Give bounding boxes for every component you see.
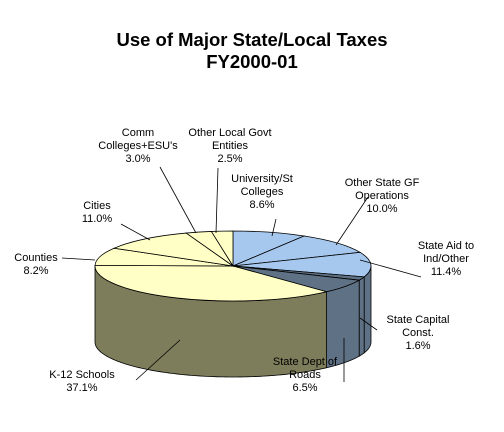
- slice-value: 1.6%: [405, 340, 430, 352]
- slice-label-text: Ind/Other: [423, 253, 469, 265]
- title-line: FY2000-01: [206, 51, 298, 72]
- slice-label-text: Roads: [289, 369, 321, 381]
- leader-line: [359, 259, 422, 278]
- slice-value: 10.0%: [366, 203, 397, 215]
- slice-value: 11.0%: [82, 213, 113, 225]
- leader-line: [271, 218, 277, 237]
- slice-label-text: University/St: [231, 173, 293, 185]
- slice-value: 2.5%: [217, 153, 242, 165]
- leader-line: [61, 257, 96, 261]
- leader-line: [159, 166, 197, 234]
- slice-label-text: Operations: [355, 190, 409, 202]
- leader-line: [215, 167, 219, 234]
- pie-slice: [210, 230, 234, 268]
- slice-label-text: Counties: [14, 252, 58, 264]
- slice-value: 8.2%: [23, 265, 48, 277]
- slice-side: [326, 279, 360, 369]
- pie-slice: [94, 264, 327, 302]
- slice-value: 8.6%: [249, 199, 274, 211]
- leader-line: [120, 223, 151, 241]
- pie-slice: [112, 232, 234, 267]
- leader-line: [335, 196, 369, 246]
- slice-label-text: Colleges: [241, 186, 284, 198]
- slice-label-text: State Capital: [387, 314, 450, 326]
- slice-label-text: Other State GF: [345, 177, 420, 189]
- slice-label-text: Comm: [122, 127, 154, 139]
- slice-side: [358, 276, 365, 357]
- slice-label-text: Const.: [402, 327, 434, 339]
- slice-label-text: State Dept of: [273, 356, 338, 368]
- slice-label-text: Other Local Govt: [188, 127, 271, 139]
- slice-label-text: Entities: [212, 140, 249, 152]
- slice-value: 11.4%: [431, 266, 462, 278]
- slice-value: 3.0%: [125, 153, 150, 165]
- pie-slices: [94, 230, 372, 302]
- slice-label-text: Cities: [83, 200, 111, 212]
- slice-label-text: State Aid to: [418, 240, 474, 252]
- slice-side: [363, 266, 372, 354]
- leader-line: [359, 317, 378, 331]
- slice-label-text: K-12 Schools: [49, 369, 115, 381]
- title-line: Use of Major State/Local Taxes: [116, 29, 387, 50]
- pie-slice: [232, 251, 372, 278]
- pie-sides: [94, 266, 372, 378]
- slice-value: 6.5%: [292, 382, 317, 394]
- slice-label-text: Colleges+ESU's: [98, 140, 178, 152]
- leader-lines: [61, 166, 422, 382]
- slice-value: 37.1%: [66, 382, 97, 394]
- leader-line: [135, 339, 181, 381]
